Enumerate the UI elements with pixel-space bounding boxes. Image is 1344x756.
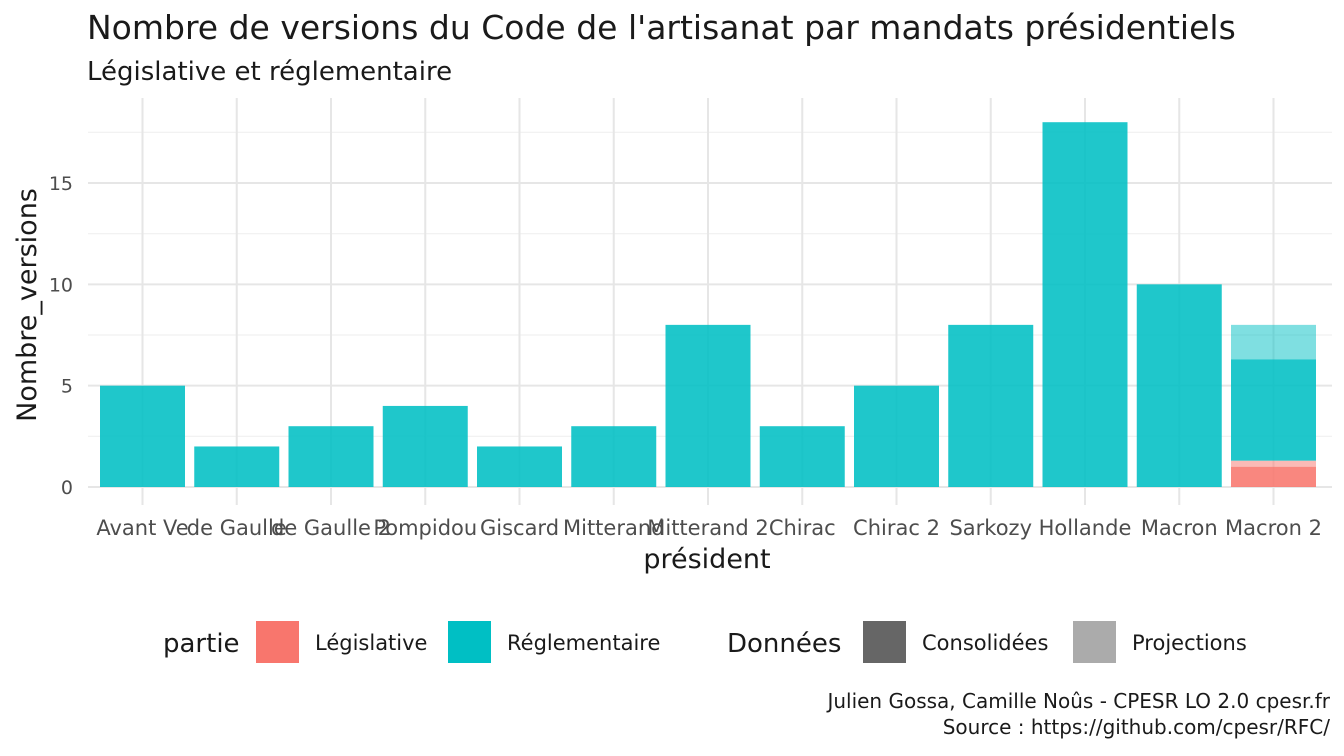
caption-source: Source : https://github.com/cpesr/RFC/ <box>942 715 1330 739</box>
chart-subtitle: Législative et réglementaire <box>87 57 453 87</box>
x-tick-label: de Gaulle 2 <box>271 516 391 540</box>
bar-macron-2 <box>1231 359 1316 461</box>
legend-label: Consolidées <box>922 631 1048 655</box>
y-axis-label: Nombre_versions <box>12 188 43 422</box>
bar-macron-2 <box>1231 460 1316 467</box>
y-tick-label: 0 <box>61 477 73 499</box>
legend-label: Législative <box>315 631 427 655</box>
y-tick-label: 5 <box>61 376 73 398</box>
bar-giscard <box>477 446 562 487</box>
bar-de-gaulle <box>194 446 280 487</box>
bar-sarkozy <box>948 324 1034 487</box>
legend-key <box>863 621 906 663</box>
legend-label: Projections <box>1132 631 1247 655</box>
bar-macron-2 <box>1231 324 1316 360</box>
x-tick-label: Chirac 2 <box>853 516 940 540</box>
bar-pompidou <box>382 405 468 487</box>
bar-hollande <box>1042 122 1128 487</box>
bar-avant-ve <box>100 385 185 487</box>
legend-key <box>448 621 491 663</box>
y-axis: 0 5 10 15 <box>49 173 73 499</box>
x-tick-label: Giscard <box>480 516 559 540</box>
legend-title: Données <box>727 629 841 659</box>
caption-authors: Julien Gossa, Camille Noûs - CPESR LO 2.… <box>827 689 1330 713</box>
x-tick-label: Sarkozy <box>949 516 1032 540</box>
legend-key <box>1073 621 1116 663</box>
x-tick-label: Chirac <box>769 516 836 540</box>
bar-mitterand <box>571 426 657 487</box>
x-tick-label: Mitterand <box>563 516 664 540</box>
x-axis-label: président <box>643 544 770 575</box>
legend-label: Réglementaire <box>507 631 660 655</box>
x-tick-label: Pompidou <box>373 516 477 540</box>
bars <box>100 122 1316 487</box>
x-tick-label: Mitterand 2 <box>647 516 769 540</box>
y-tick-label: 15 <box>49 173 73 195</box>
bar-mitterand-2 <box>665 324 751 487</box>
caption: Julien Gossa, Camille Noûs - CPESR LO 2.… <box>827 688 1330 740</box>
legend-title: partie <box>163 629 240 659</box>
chart-title: Nombre de versions du Code de l'artisana… <box>87 8 1236 47</box>
x-tick-label: Macron 2 <box>1225 516 1322 540</box>
bar-macron <box>1136 284 1222 487</box>
legend-key <box>256 621 299 663</box>
x-tick-label: Hollande <box>1039 516 1132 540</box>
legend: partie Législative Réglementaire Données Con… <box>163 621 1247 663</box>
y-tick-label: 10 <box>49 274 73 296</box>
bar-macron-2 <box>1231 466 1316 487</box>
bar-de-gaulle-2 <box>288 426 374 487</box>
bar-chirac <box>759 426 845 487</box>
bar-chirac-2 <box>854 385 939 487</box>
x-tick-label: Macron <box>1141 516 1218 540</box>
x-tick-label: Avant Ve <box>96 516 188 540</box>
x-tick-label: de Gaulle <box>187 516 287 540</box>
